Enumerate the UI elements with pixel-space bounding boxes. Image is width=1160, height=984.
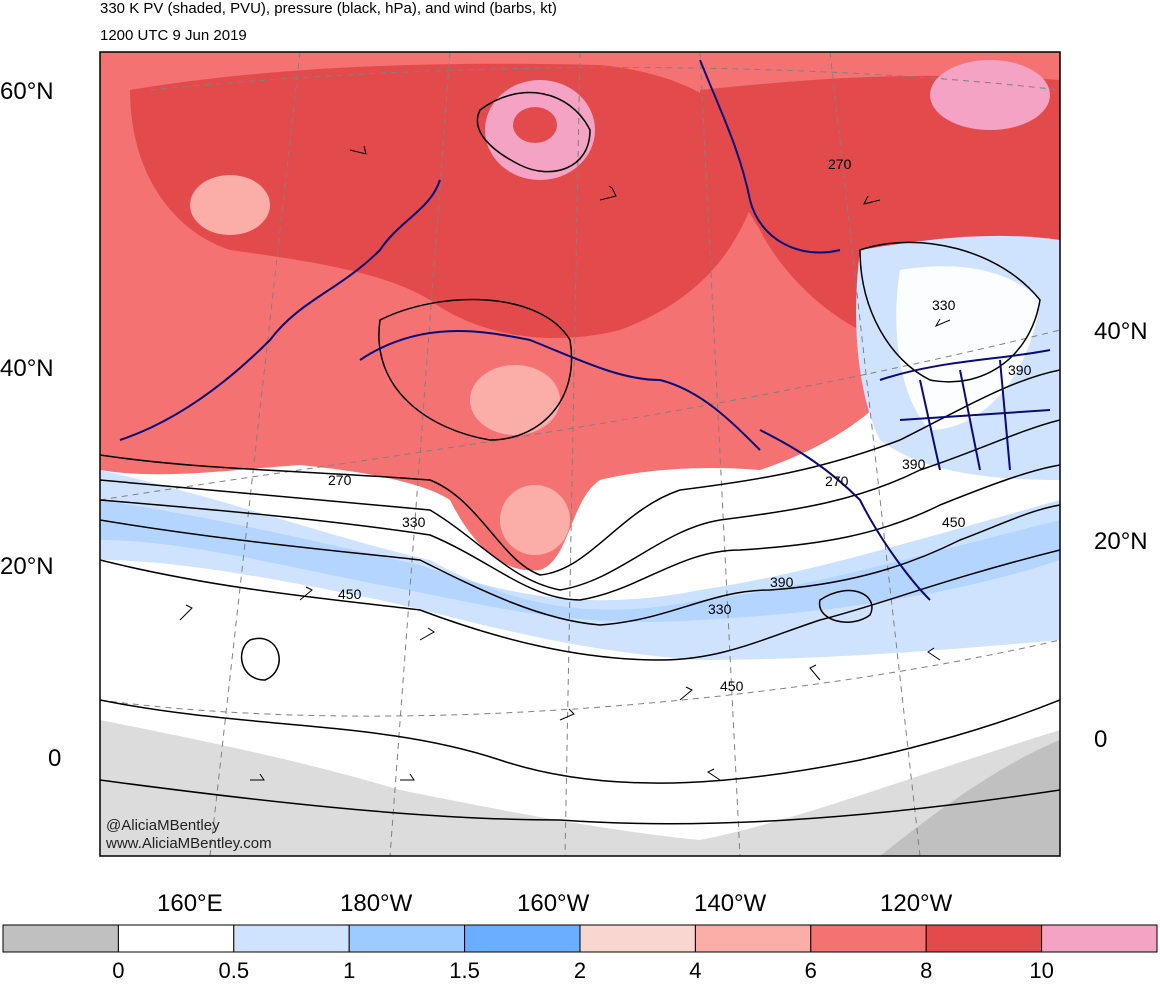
colorbar-swatch bbox=[694, 924, 812, 953]
valid-time: 1200 UTC 9 Jun 2019 bbox=[100, 27, 247, 44]
pressure-contours bbox=[100, 91, 1060, 825]
lat-label-right-0: 0 bbox=[1094, 726, 1108, 753]
contour-label: 330 bbox=[932, 297, 956, 313]
lon-label-160w: 160°W bbox=[517, 890, 590, 917]
wind-barbs bbox=[179, 145, 951, 781]
contour-label: 330 bbox=[708, 601, 732, 617]
colorbar-tick-label: 1.5 bbox=[449, 958, 480, 983]
low-pv-band bbox=[100, 470, 1060, 660]
colorbar-tick-label: 1 bbox=[343, 958, 356, 983]
map-field bbox=[100, 52, 1060, 856]
colorbar-swatch bbox=[2, 924, 119, 953]
lon-label-140w: 140°W bbox=[694, 890, 767, 917]
pv-cutoff bbox=[470, 365, 560, 435]
colorbar-swatch bbox=[464, 924, 581, 953]
contour-label: 450 bbox=[720, 678, 744, 694]
contour-label: 270 bbox=[328, 472, 352, 488]
contour-label: 450 bbox=[942, 514, 966, 530]
colorbar-swatch bbox=[117, 924, 235, 953]
lon-label-160e: 160°E bbox=[157, 890, 223, 917]
map-frame bbox=[99, 51, 1061, 857]
colorbar-tick-label: 0.5 bbox=[218, 958, 250, 983]
lat-label-right-40: 40°N bbox=[1094, 318, 1148, 345]
colorbar-tick-label: 10 bbox=[1029, 958, 1054, 983]
colorbar-swatch bbox=[348, 924, 466, 953]
credit-handle: @AliciaMBentley bbox=[106, 817, 220, 834]
colorbar-swatch bbox=[1041, 924, 1158, 953]
colorbar-tick-label: 2 bbox=[573, 958, 587, 983]
tropical-gray bbox=[100, 720, 1060, 856]
colorbar-swatch bbox=[579, 924, 696, 953]
lat-label-left-0: 0 bbox=[48, 745, 62, 772]
contour-label: 270 bbox=[828, 156, 852, 172]
colorbar-swatch bbox=[925, 924, 1043, 953]
contour-label: 390 bbox=[770, 574, 794, 590]
contour-label: 390 bbox=[1008, 362, 1032, 378]
lat-label-left-60: 60°N bbox=[0, 78, 54, 105]
pv-blob-tail bbox=[500, 485, 570, 555]
lon-label-180w: 180°W bbox=[340, 890, 413, 917]
contour-label: 270 bbox=[825, 473, 849, 489]
high-pv-core bbox=[130, 63, 760, 339]
pv-maximum-inner bbox=[513, 107, 557, 143]
coastlines bbox=[119, 59, 1051, 601]
colorbar-tick-label: 4 bbox=[689, 958, 702, 983]
low-pv-band-inner bbox=[100, 500, 1060, 622]
graticule bbox=[100, 52, 1060, 856]
pv-max-ne bbox=[930, 60, 1050, 130]
colorbar bbox=[2, 924, 1158, 953]
contour-label: 450 bbox=[338, 586, 362, 602]
contour-label: 330 bbox=[402, 514, 426, 530]
lat-label-left-40: 40°N bbox=[0, 355, 54, 382]
colorbar-tick-label: 6 bbox=[804, 958, 817, 983]
colorbar-tick-label: 0 bbox=[112, 958, 125, 983]
pv-max-west bbox=[190, 175, 270, 235]
lon-label-120w: 120°W bbox=[880, 890, 953, 917]
lat-label-left-20: 20°N bbox=[0, 553, 54, 580]
se-gray bbox=[880, 740, 1060, 856]
colorbar-tick-label: 8 bbox=[920, 958, 933, 983]
credit-website: www.AliciaMBentley.com bbox=[106, 835, 272, 852]
colorbar-swatch bbox=[233, 924, 350, 953]
contour-label: 390 bbox=[902, 456, 926, 472]
map-title: 330 K PV (shaded, PVU), pressure (black,… bbox=[100, 0, 557, 17]
colorbar-swatch bbox=[810, 924, 927, 953]
lat-label-right-20: 20°N bbox=[1094, 528, 1148, 555]
